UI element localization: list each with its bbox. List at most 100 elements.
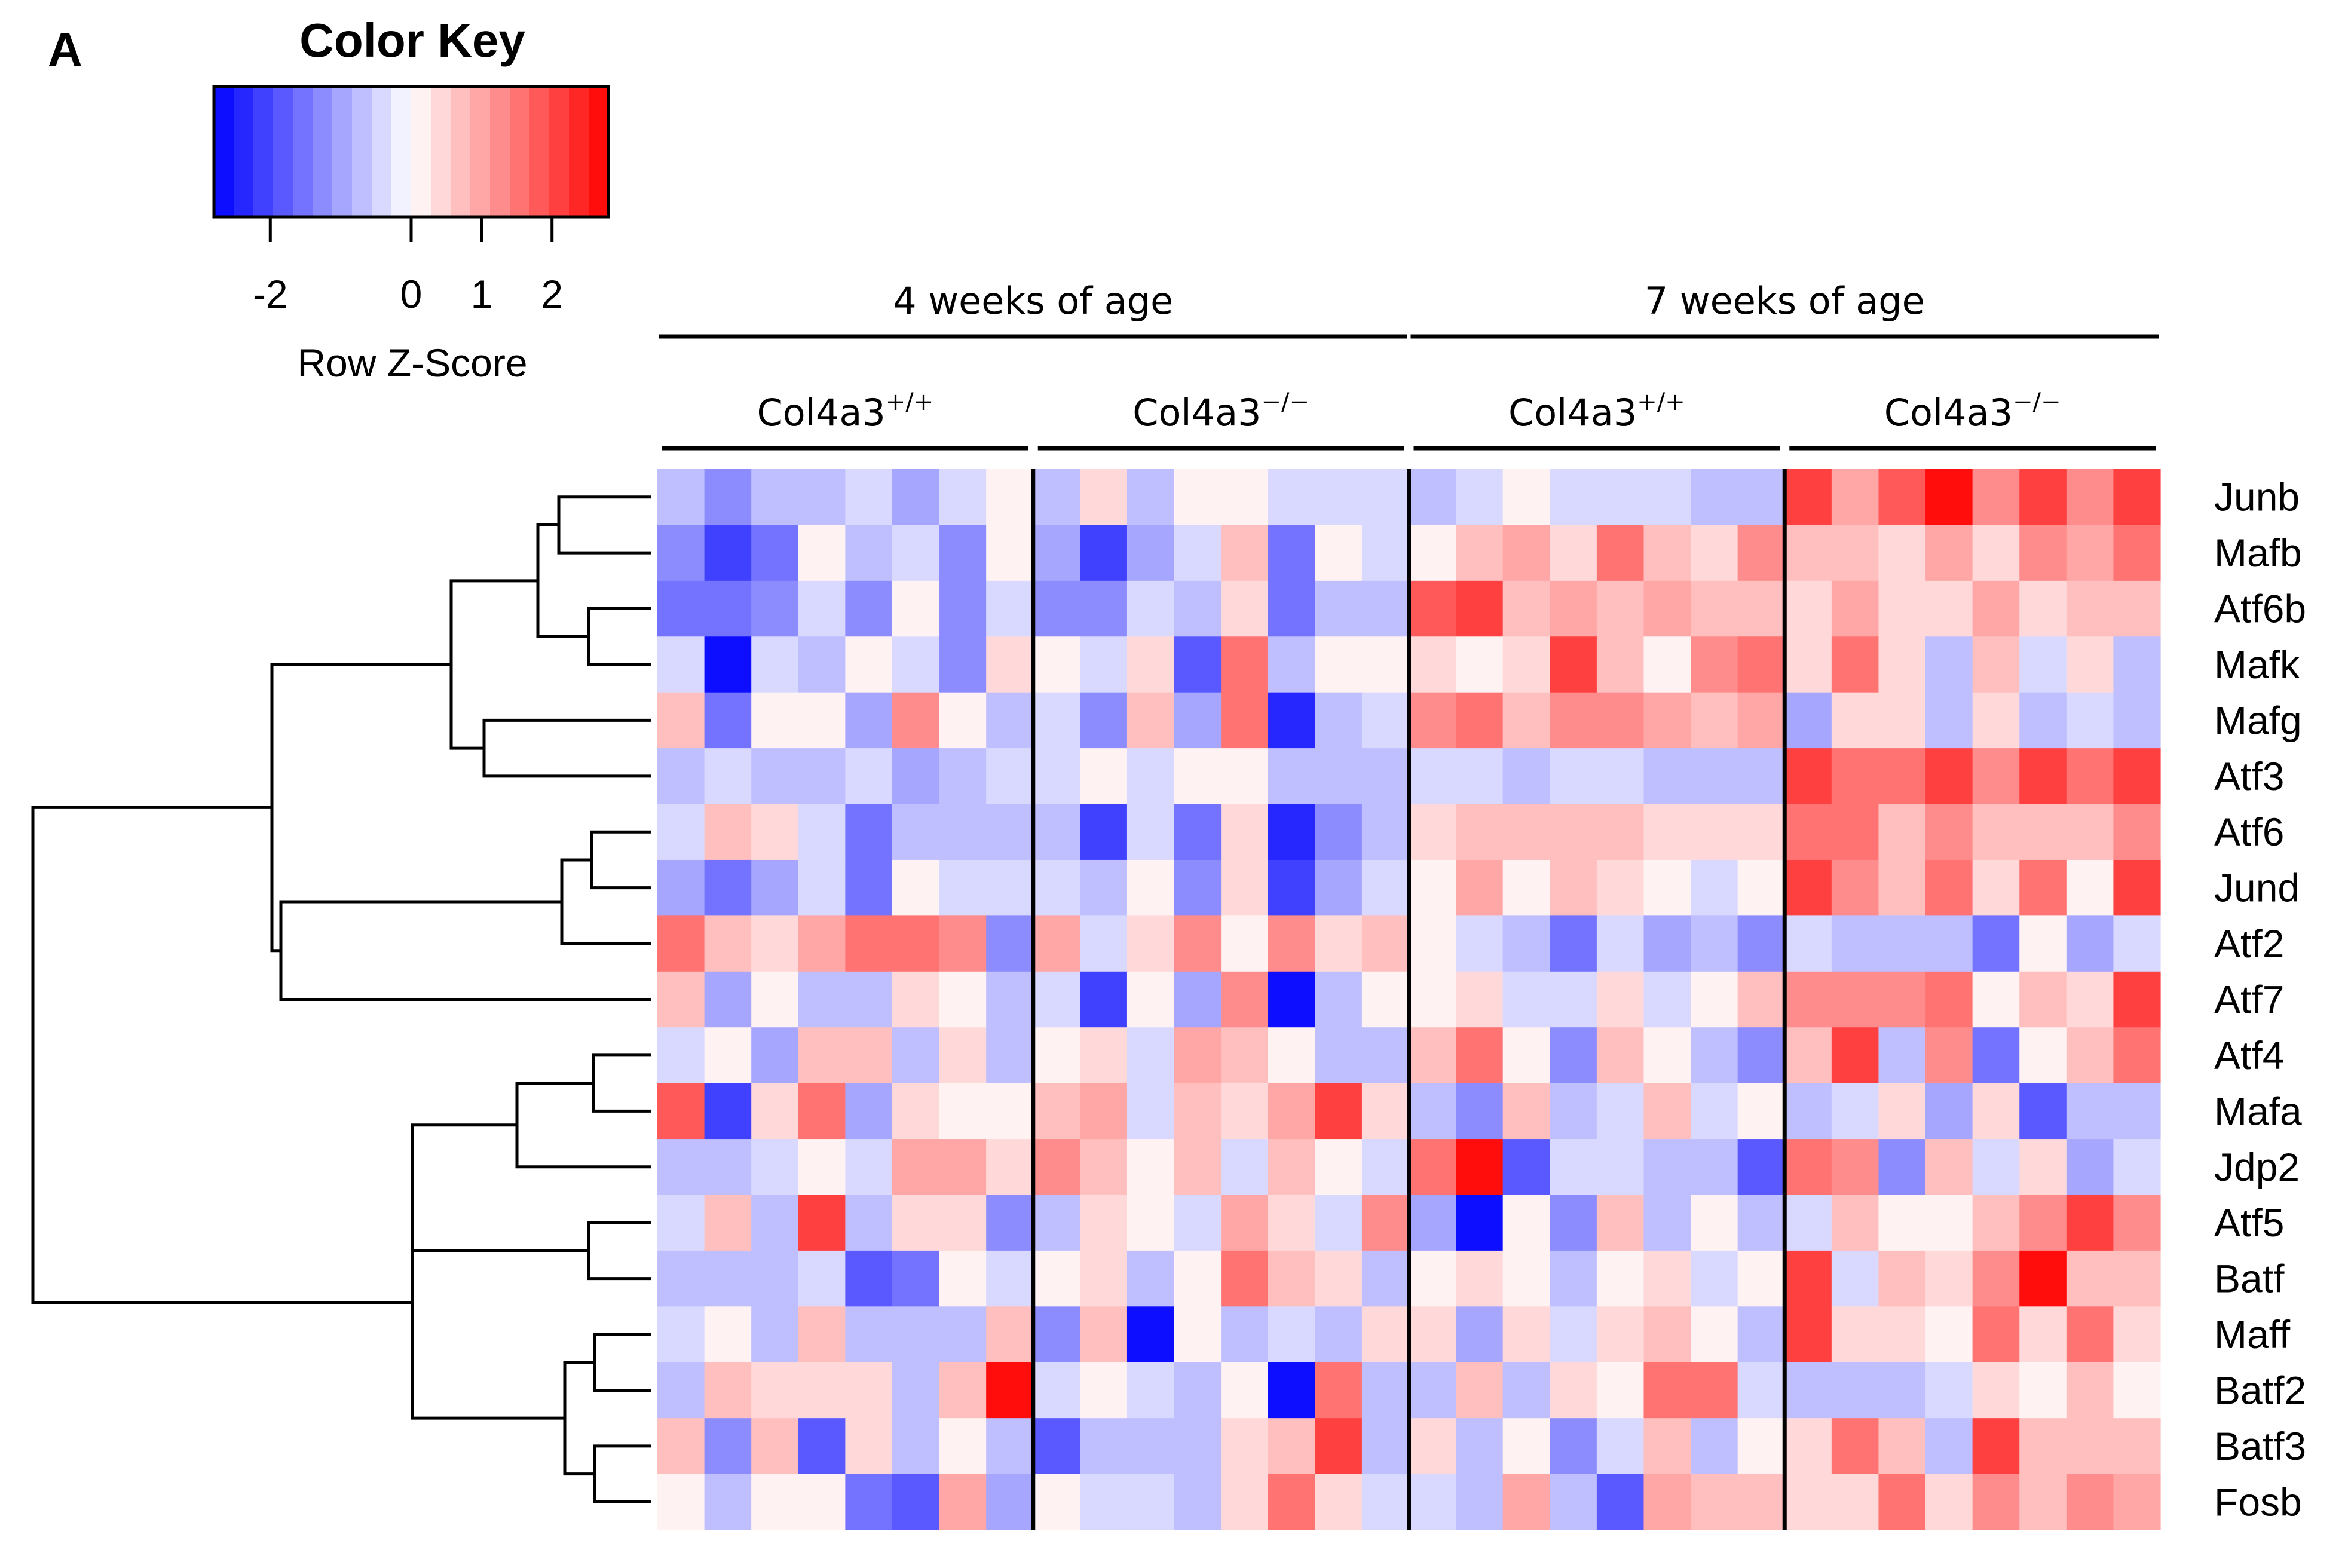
heatmap-cell — [1221, 692, 1269, 749]
heatmap-cell — [1831, 636, 1879, 693]
dendrogram-branch — [31, 806, 412, 1304]
heatmap-cell — [751, 804, 799, 860]
heatmap-cell — [845, 1362, 893, 1419]
heatmap-cell — [1456, 1474, 1504, 1530]
genotype-group-label: Col4a3−/− — [1132, 388, 1309, 434]
heatmap-cell — [1174, 636, 1222, 693]
heatmap-cell — [1361, 692, 1410, 749]
heatmap-cell — [986, 580, 1034, 637]
heatmap-cell — [1831, 915, 1879, 972]
heatmap-cell — [939, 580, 987, 637]
heatmap-cell — [798, 1083, 846, 1140]
heatmap-cell — [2019, 1362, 2067, 1419]
heatmap-cell — [1596, 1306, 1645, 1363]
heatmap-cell — [1643, 1195, 1691, 1251]
heatmap-cell — [1456, 748, 1504, 805]
heatmap-cell — [1784, 1362, 1832, 1419]
heatmap-cell — [1831, 1306, 1879, 1363]
heatmap-cell — [1502, 1474, 1550, 1530]
heatmap-cell — [892, 1139, 940, 1196]
heatmap-cell — [1691, 469, 1738, 526]
heatmap-cell — [2019, 804, 2067, 860]
heatmap-cell — [704, 636, 752, 693]
heatmap-cell — [1315, 748, 1363, 805]
heatmap-cell — [704, 1139, 752, 1196]
heatmap-cell — [1126, 859, 1175, 916]
heatmap-cell — [1033, 1139, 1080, 1196]
heatmap-cell — [1174, 1474, 1222, 1530]
genotype-prefix: Col4a3 — [757, 391, 885, 434]
heatmap-cell — [939, 804, 987, 860]
heatmap-cell — [1126, 804, 1175, 860]
heatmap-cell — [1878, 1418, 1926, 1475]
heatmap-cell — [2113, 804, 2161, 860]
heatmap-cell — [1831, 748, 1879, 805]
heatmap-cell — [1080, 1027, 1128, 1084]
heatmap-cell — [1174, 971, 1222, 1028]
heatmap-cell — [1033, 1027, 1080, 1084]
dendrogram-branch — [279, 900, 651, 1001]
heatmap-cell — [1361, 525, 1410, 581]
color-key-bin — [332, 87, 353, 217]
heatmap-cell — [1596, 692, 1645, 749]
heatmap-cell — [1784, 1027, 1832, 1084]
heatmap-cell — [986, 859, 1034, 916]
heatmap-cell — [1126, 1474, 1175, 1530]
heatmap-cell — [1596, 580, 1645, 637]
heatmap-cell — [1268, 1306, 1315, 1363]
color-key: Color Key -2 0 1 2 Row Z-Score — [212, 14, 610, 385]
heatmap-cell — [2066, 1362, 2114, 1419]
color-key-tick-label: 0 — [400, 272, 423, 316]
genotype-group-label: Col4a3+/+ — [757, 388, 933, 434]
heatmap-cell — [1737, 636, 1785, 693]
heatmap-cell — [1033, 1418, 1080, 1475]
heatmap-cell — [1737, 580, 1785, 637]
heatmap-cell — [1550, 1474, 1597, 1530]
heatmap-cell — [845, 1418, 893, 1475]
heatmap-cell — [798, 636, 846, 693]
heatmap-cell — [845, 1083, 893, 1140]
heatmap-cell — [845, 525, 893, 581]
heatmap-cell — [1033, 1250, 1080, 1307]
color-key-bin — [451, 87, 471, 217]
heatmap-cell — [798, 1027, 846, 1084]
heatmap-cell — [1174, 692, 1222, 749]
heatmap-cell — [1126, 636, 1175, 693]
heatmap-cell — [2113, 1139, 2161, 1196]
heatmap-cell — [1691, 1139, 1738, 1196]
heatmap-cell — [1596, 748, 1645, 805]
heatmap-cell — [1268, 1083, 1315, 1140]
heatmap-cell — [1596, 636, 1645, 693]
dendrogram-branch — [482, 718, 651, 778]
heatmap-cell — [1972, 692, 2020, 749]
heatmap-cell — [1221, 580, 1269, 637]
heatmap-cell — [1878, 1250, 1926, 1307]
heatmap-cell — [1126, 1195, 1175, 1251]
heatmap-cell — [704, 859, 752, 916]
heatmap-cell — [1831, 1250, 1879, 1307]
heatmap-cell — [1550, 636, 1597, 693]
heatmap-cell — [1502, 1195, 1550, 1251]
heatmap-cell — [1972, 636, 2020, 693]
heatmap-cell — [1972, 1250, 2020, 1307]
heatmap-cell — [1080, 692, 1128, 749]
heatmap-cell — [1409, 1083, 1456, 1140]
heatmap-cell — [1831, 804, 1879, 860]
panel-label: A — [48, 23, 82, 76]
heatmap-cell — [1972, 1027, 2020, 1084]
heatmap-cell — [1456, 1083, 1504, 1140]
heatmap-cell — [1691, 1306, 1738, 1363]
dendrogram-branch — [563, 1361, 595, 1476]
heatmap-cell — [657, 1474, 705, 1530]
genotype-superscript: −/− — [1262, 388, 1310, 416]
heatmap-cell — [1737, 692, 1785, 749]
heatmap-cell — [2113, 1418, 2161, 1475]
heatmap-cell — [1268, 525, 1315, 581]
heatmap-cell — [1033, 748, 1080, 805]
heatmap-cell — [1080, 804, 1128, 860]
heatmap-cell — [939, 1250, 987, 1307]
heatmap-cell — [1550, 1362, 1597, 1419]
heatmap-cell — [1596, 804, 1645, 860]
heatmap-cell — [845, 971, 893, 1028]
